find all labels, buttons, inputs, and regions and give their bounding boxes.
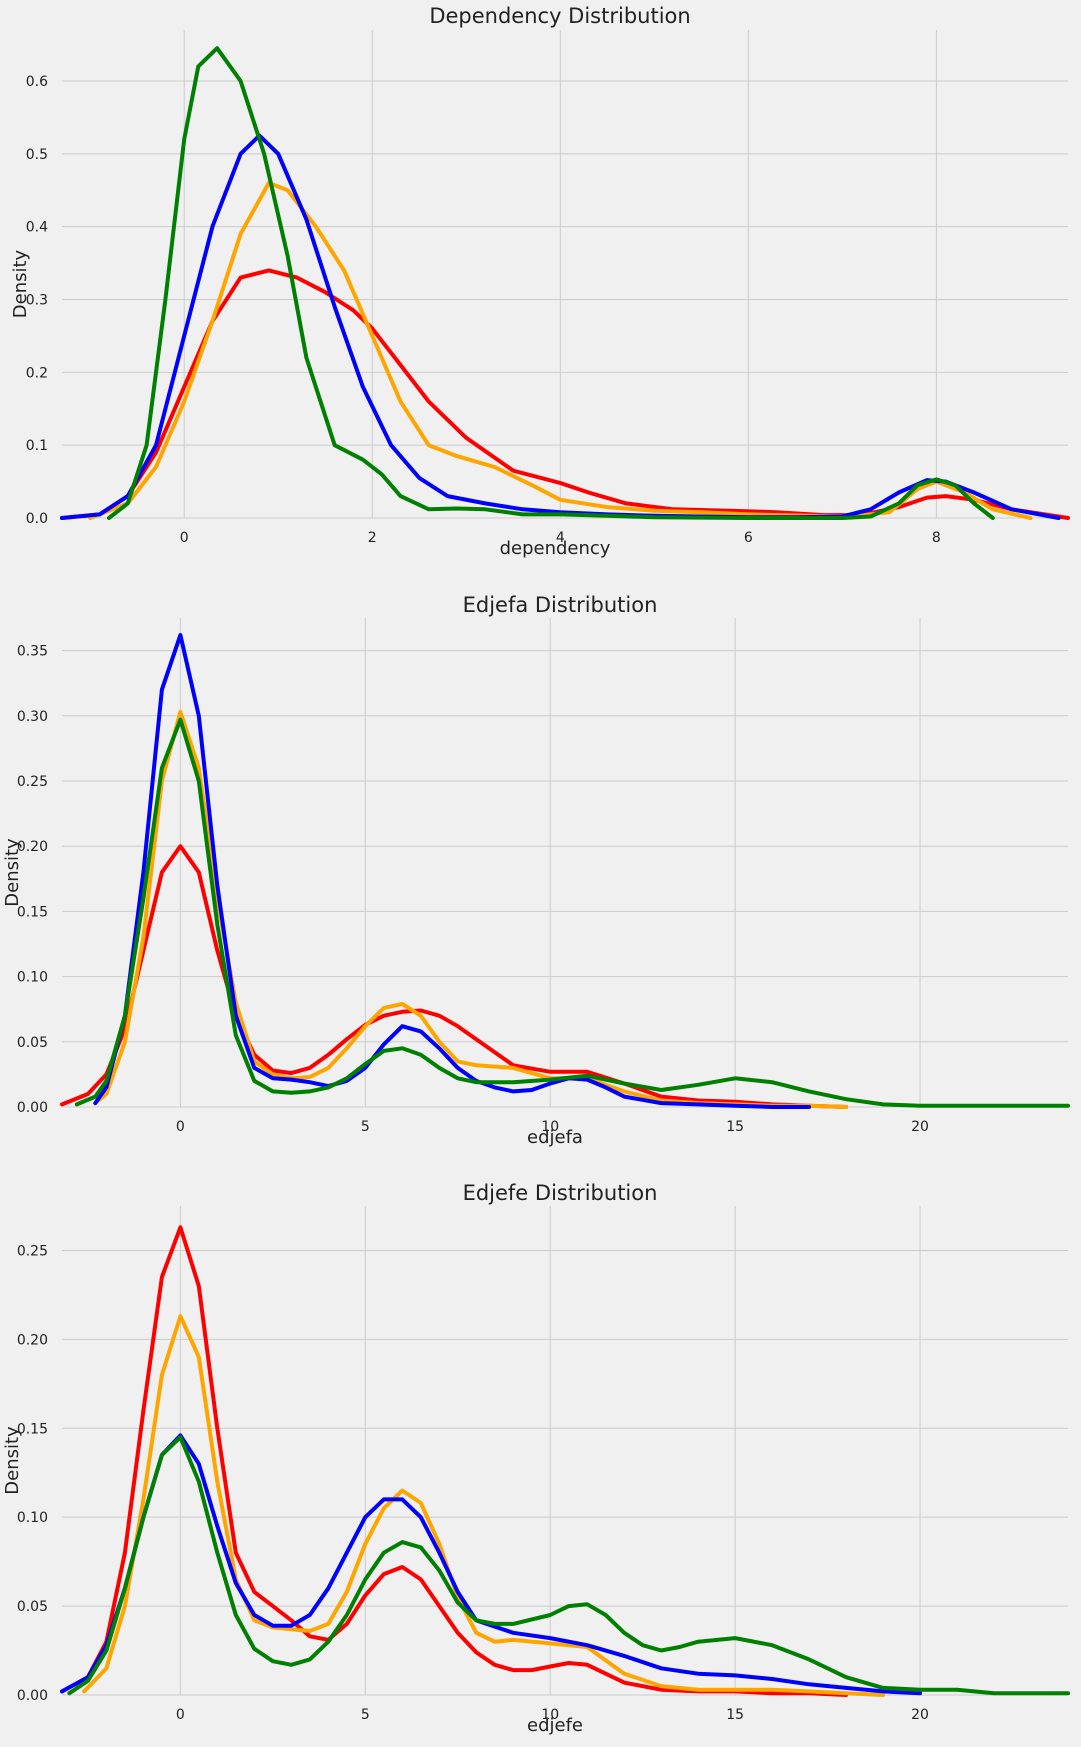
x-tick-label: 0 (176, 1119, 185, 1135)
density-curve-3 (93, 633, 812, 1109)
chart-panel-1: 0 2 4 6 8 0.0 0.1 0.2 0.3 0.4 0.5 0.6 Dependency Dis… (10, 4, 1070, 559)
x-tick-label: 0 (176, 1707, 185, 1723)
x-axis-label: dependency (500, 538, 611, 559)
x-tick-label: 5 (361, 1119, 370, 1135)
x-tick-label: 10 (541, 1119, 559, 1135)
x-tick-label: 15 (726, 1119, 744, 1135)
y-tick-label: 0.25 (17, 1243, 48, 1259)
density-curve-4 (67, 1435, 1070, 1696)
density-curve-2 (93, 709, 849, 1109)
density-curve-1 (60, 1225, 849, 1697)
x-axis-label: edjefe (527, 1715, 583, 1736)
x-axis-label: edjefa (527, 1127, 583, 1148)
density-curve-1 (60, 844, 849, 1109)
density-curve-1 (60, 268, 1070, 520)
y-tick-label: 0.20 (17, 1332, 48, 1348)
y-axis-label: Density (10, 249, 31, 318)
chart-panel-3: 05101520250.000.050.100.150.200.25Edjefe… (2, 1181, 1070, 1736)
chart-title: Edjefe Distribution (463, 1181, 658, 1205)
y-tick-label: 0.3 (26, 292, 48, 308)
x-tick-label: 20 (911, 1707, 929, 1723)
y-tick-label: 0.10 (17, 1510, 48, 1526)
x-tick-label: 5 (361, 1707, 370, 1723)
y-tick-label: 0.15 (17, 904, 48, 920)
y-tick-label: 0.15 (17, 1421, 48, 1437)
y-tick-label: 0.35 (17, 644, 48, 660)
y-tick-label: 0.0 (26, 511, 48, 527)
y-tick-label: 0.5 (26, 147, 48, 163)
y-tick-label: 0.00 (17, 1688, 48, 1704)
x-tick-label: 4 (556, 530, 565, 546)
y-tick-label: 0.05 (17, 1599, 48, 1615)
y-axis-label: Density (2, 1426, 23, 1495)
x-tick-label: 20 (911, 1119, 929, 1135)
y-tick-label: 0.4 (26, 220, 48, 236)
chart-title: Edjefa Distribution (463, 593, 658, 617)
x-tick-label: 0 (180, 530, 189, 546)
y-tick-label: 0.2 (26, 365, 48, 381)
y-tick-label: 0.05 (17, 1035, 48, 1051)
y-tick-label: 0.20 (17, 839, 48, 855)
density-curve-4 (74, 717, 1070, 1108)
y-tick-label: 0.00 (17, 1100, 48, 1116)
y-tick-label: 0.10 (17, 970, 48, 986)
x-tick-label: 15 (726, 1707, 744, 1723)
density-curve-3 (60, 133, 1061, 520)
y-axis-label: Density (2, 838, 23, 907)
y-tick-label: 0.25 (17, 774, 48, 790)
chart-title: Dependency Distribution (429, 4, 690, 28)
x-tick-label: 8 (932, 530, 941, 546)
x-tick-label: 10 (541, 1707, 559, 1723)
y-tick-label: 0.30 (17, 709, 48, 725)
y-tick-label: 0.1 (26, 438, 48, 454)
y-tick-label: 0.6 (26, 74, 48, 90)
x-tick-label: 2 (368, 530, 377, 546)
chart-panel-2: 05101520250.000.050.100.150.200.250.300.… (2, 593, 1070, 1148)
density-curve-4 (107, 46, 995, 520)
x-tick-label: 6 (744, 530, 753, 546)
